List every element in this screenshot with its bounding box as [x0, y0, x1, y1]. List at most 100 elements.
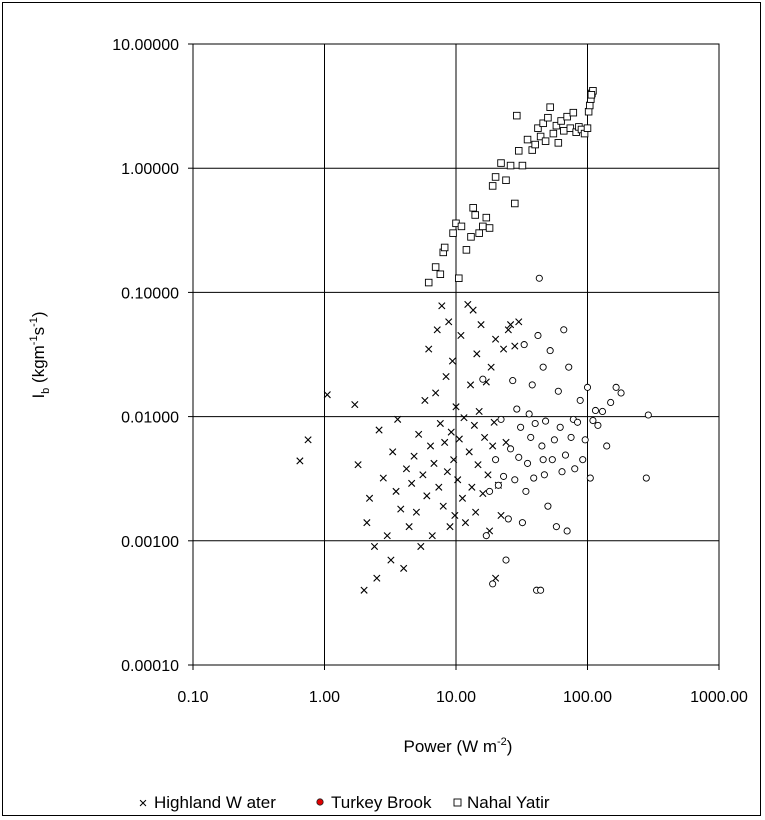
- grid: [188, 43, 720, 670]
- point-highland-water: [373, 574, 381, 582]
- point-nahal-yatir: [511, 199, 519, 208]
- legend-label-turkey-brook: Turkey Brook: [331, 793, 432, 812]
- point-nahal-yatir: [513, 111, 521, 120]
- point-nahal-yatir: [485, 224, 494, 232]
- point-nahal-yatir: [549, 129, 558, 138]
- point-turkey-brook: [504, 515, 512, 523]
- point-nahal-yatir: [518, 161, 527, 170]
- point-nahal-yatir: [585, 101, 594, 110]
- point-nahal-yatir: [541, 137, 550, 145]
- point-nahal-yatir: [531, 140, 539, 149]
- point-highland-water: [419, 471, 427, 479]
- point-highland-water: [436, 419, 444, 428]
- point-nahal-yatir: [569, 108, 578, 117]
- point-nahal-yatir: [523, 135, 532, 144]
- point-nahal-yatir: [539, 119, 547, 128]
- point-highland-water: [469, 306, 477, 314]
- point-highland-water: [489, 442, 497, 450]
- point-turkey-brook: [489, 580, 497, 588]
- point-nahal-yatir: [514, 147, 523, 155]
- point-highland-water: [430, 459, 438, 467]
- point-turkey-brook: [573, 418, 582, 426]
- point-highland-water: [397, 505, 405, 513]
- point-turkey-brook: [554, 387, 562, 395]
- point-turkey-brook: [500, 472, 508, 480]
- point-highland-water: [448, 357, 457, 365]
- point-nahal-yatir: [557, 117, 565, 125]
- point-highland-water: [392, 487, 400, 495]
- point-highland-water: [491, 335, 500, 343]
- point-nahal-yatir: [552, 121, 561, 130]
- y-tick-label: 0.10000: [121, 285, 179, 302]
- point-highland-water: [423, 492, 431, 500]
- legend-label-highland-water: Highland W ater: [154, 793, 276, 812]
- point-highland-water: [460, 414, 468, 422]
- point-highland-water: [446, 523, 454, 531]
- point-turkey-brook: [539, 363, 547, 371]
- point-highland-water: [474, 461, 482, 469]
- point-nahal-yatir: [536, 132, 545, 141]
- point-highland-water: [323, 391, 331, 399]
- point-nahal-yatir: [546, 103, 554, 111]
- point-turkey-brook: [556, 423, 564, 431]
- point-highland-water: [465, 448, 473, 456]
- point-turkey-brook: [535, 274, 543, 282]
- point-highland-water: [438, 302, 446, 310]
- point-highland-water: [415, 430, 423, 438]
- point-nahal-yatir: [431, 263, 440, 271]
- point-highland-water: [497, 511, 505, 520]
- point-highland-water: [490, 418, 498, 426]
- point-turkey-brook: [560, 326, 568, 334]
- point-turkey-brook: [571, 465, 579, 473]
- point-turkey-brook: [594, 421, 602, 429]
- y-tick-label: 10.00000: [112, 37, 179, 54]
- point-highland-water: [365, 494, 374, 502]
- point-turkey-brook: [598, 407, 607, 416]
- point-nahal-yatir: [475, 229, 483, 237]
- point-nahal-yatir: [469, 204, 477, 212]
- point-turkey-brook: [542, 417, 550, 425]
- point-turkey-brook: [567, 433, 575, 441]
- point-nahal-yatir: [471, 211, 479, 219]
- point-highland-water: [304, 436, 312, 444]
- point-turkey-brook: [607, 398, 615, 406]
- point-turkey-brook: [563, 527, 571, 535]
- point-turkey-brook: [522, 487, 530, 495]
- point-turkey-brook: [561, 451, 570, 459]
- point-turkey-brook: [494, 481, 502, 489]
- point-highland-water: [426, 442, 435, 450]
- point-turkey-brook: [603, 442, 611, 450]
- point-highland-water: [433, 326, 441, 334]
- point-turkey-brook: [642, 474, 650, 482]
- point-turkey-brook: [530, 474, 538, 482]
- point-highland-water: [442, 372, 450, 381]
- point-turkey-brook: [539, 456, 547, 464]
- point-turkey-brook: [509, 377, 517, 385]
- point-highland-water: [432, 389, 440, 397]
- point-highland-water: [354, 461, 362, 469]
- point-highland-water: [473, 350, 481, 358]
- legend: × Highland W ater Turkey Brook Nahal Yat…: [139, 793, 550, 812]
- point-turkey-brook: [497, 415, 505, 423]
- point-highland-water: [402, 465, 411, 473]
- point-highland-water: [379, 474, 387, 482]
- point-highland-water: [412, 508, 421, 516]
- point-highland-water: [447, 428, 455, 436]
- point-nahal-yatir: [482, 213, 491, 222]
- point-highland-water: [410, 452, 418, 460]
- point-turkey-brook: [479, 375, 487, 383]
- point-highland-water: [405, 523, 413, 531]
- point-turkey-brook: [565, 363, 573, 371]
- point-highland-water: [439, 502, 447, 510]
- point-turkey-brook: [534, 331, 542, 340]
- point-highland-water: [383, 532, 391, 540]
- point-turkey-brook: [538, 442, 546, 450]
- point-highland-water: [458, 494, 467, 502]
- point-highland-water: [499, 345, 508, 353]
- point-highland-water: [370, 542, 379, 551]
- point-highland-water: [511, 342, 519, 350]
- point-nahal-yatir: [534, 124, 542, 132]
- point-highland-water: [461, 519, 470, 527]
- x-tick-label: 10.00: [436, 689, 476, 706]
